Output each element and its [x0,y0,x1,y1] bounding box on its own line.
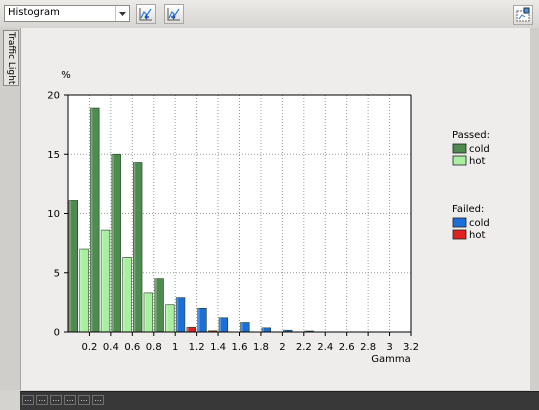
legend-label: hot [469,156,485,167]
x-tick-label: 2 [279,342,285,353]
x-tick-label: 1.6 [232,342,248,353]
bar-highlight [240,322,243,332]
status-cell[interactable]: ... [50,395,62,405]
bar-highlight [219,317,222,332]
view-select-value: Histogram [8,7,60,18]
y-axis-label: % [61,70,71,81]
y-tick-label: 10 [47,209,60,220]
side-tab-label: Traffic Light [6,31,16,85]
status-cell[interactable]: ... [64,395,76,405]
status-cell[interactable]: ... [92,395,104,405]
x-tick-label: 2.8 [360,342,376,353]
chart-arrow-right-icon [167,8,180,21]
legend-title: Passed: [452,130,490,141]
y-tick-label: 20 [47,91,60,102]
chart-forward-button[interactable] [164,4,184,24]
legend-title: Failed: [452,204,484,215]
bar-highlight [133,162,136,332]
legend-swatch [452,217,467,228]
legend-swatch [452,229,467,240]
bar-highlight [144,292,147,332]
x-axis-label: Gamma [371,354,411,365]
chart-arrow-left-icon [139,8,152,21]
legend-label: cold [469,218,490,229]
bar-highlight [165,304,168,332]
x-tick-label: 1.8 [253,342,269,353]
legend-swatch [452,155,467,166]
x-tick-label: 3 [386,342,392,353]
bar-highlight [79,249,82,332]
x-tick-label: 1.2 [189,342,205,353]
legend-label: cold [469,144,490,155]
x-tick-label: 0.6 [124,342,140,353]
histogram-panel: 0 5 10 15 20 0.2 0.4 0.6 0.8 1 1.2 1.4 1.6 1.8 2 2.2 2.4… [20,28,530,390]
right-dock-strip [530,28,539,390]
x-tick-label: 0.4 [103,342,119,353]
view-select[interactable]: Histogram [4,5,130,22]
bar-highlight [186,327,189,332]
chevron-down-icon [115,6,129,21]
bar-highlight [154,278,157,332]
x-tick-label: 2.6 [339,342,355,353]
histogram-chart: 0 5 10 15 20 0.2 0.4 0.6 0.8 1 1.2 1.4 1.6 1.8 2 2.2 2.4… [47,70,490,365]
bar-highlight [197,308,200,332]
status-bar: ... ... ... ... ... ... [20,391,539,410]
bar-highlight [69,200,71,332]
legend-label: hot [469,230,485,241]
y-tick-label: 5 [54,268,60,279]
left-dock-strip [0,28,20,390]
x-tick-label: 1 [172,342,178,353]
legend-swatch [452,143,467,154]
toolbar: Histogram [0,0,539,29]
x-tick-label: 3.2 [403,342,419,353]
bar-highlight [111,154,114,332]
bar-highlight [101,230,104,332]
y-tick-label: 15 [47,150,60,161]
x-tick-label: 0.8 [146,342,162,353]
x-tick-label: 2.4 [317,342,333,353]
x-tick-label: 2.2 [296,342,312,353]
chart-back-button[interactable] [136,4,156,24]
status-cell[interactable]: ... [36,395,48,405]
bar-highlight [176,297,179,332]
status-cell[interactable]: ... [22,395,34,405]
bar-highlight [261,327,264,332]
bar-highlight [122,257,125,332]
status-cell[interactable]: ... [78,395,90,405]
bar-highlight [208,330,211,332]
export-chart-button[interactable] [513,5,533,25]
side-tab-traffic-light[interactable]: Traffic Light [3,30,19,86]
bar-highlight [283,330,286,332]
bar-highlight [90,108,93,332]
x-tick-label: 1.4 [210,342,226,353]
chart-settings-icon [516,7,530,22]
y-tick-label: 0 [54,328,60,339]
x-tick-label: 0.2 [81,342,97,353]
